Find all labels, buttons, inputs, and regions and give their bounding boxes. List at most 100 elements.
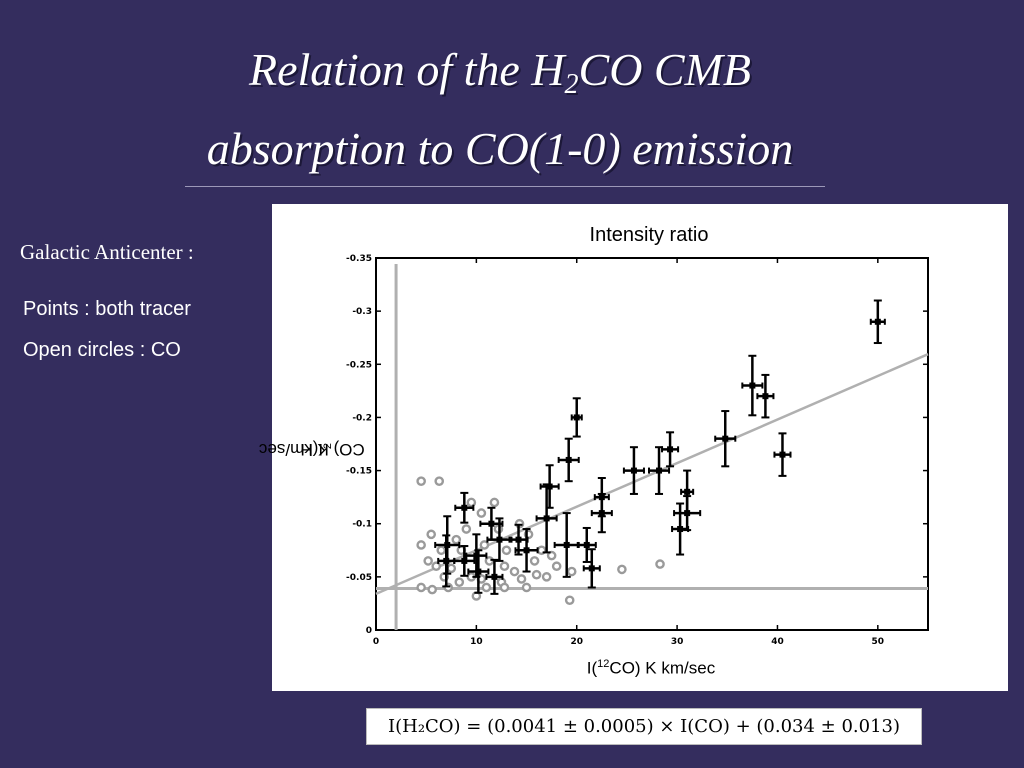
open-circle-point [516,574,527,584]
data-point [454,491,475,524]
x-label-superscript: 12 [597,658,610,670]
data-point [869,299,886,345]
open-circle-point [423,556,433,566]
open-circle-point [427,584,438,595]
data-point [453,545,476,577]
x-label-part: CO) K km/sec [609,658,716,678]
data-point [622,446,645,495]
x-tick-label: 40 [771,637,784,647]
y-tick-label: 0 [366,626,372,636]
point-marker [722,435,729,442]
point-marker [461,504,468,511]
point-marker [543,515,550,522]
y-tick-label: -0.15 [346,467,372,477]
open-circle-point [476,508,487,518]
data-point [514,528,539,573]
open-circle-point [489,497,500,508]
data-point [673,495,702,532]
data-point [467,549,490,594]
y-tick-label: -0.35 [346,254,372,264]
open-circle-point [546,550,557,561]
point-marker [656,467,663,474]
note-open-circles: Open circles : CO [23,339,181,361]
open-circle-point [521,582,532,593]
open-circle-point [431,561,442,572]
point-marker [565,456,572,463]
y-label-part: CO) K km/sec [258,440,365,460]
x-tick-label: 10 [470,637,483,647]
data-point [570,397,583,438]
point-marker [684,488,691,495]
slide-title: Relation of the H2CO CMB absorption to C… [0,38,1000,181]
open-circle-point [509,566,520,577]
y-tick-label: -0.05 [346,573,372,583]
point-marker [573,414,580,421]
open-circle-point [451,534,462,545]
title-divider [185,186,825,187]
open-circle-point [617,564,627,575]
x-label-part: I( [586,658,598,678]
point-marker [475,568,482,575]
data-point [465,533,488,578]
open-circle-point [566,566,577,577]
x-tick-label: 50 [872,637,885,647]
open-circle-point [479,540,490,550]
y-tick-label: -0.25 [346,360,372,370]
open-circle-point [416,582,426,593]
point-marker [461,557,468,564]
slide-title-line1: Relation of the H2CO CMB [0,38,1000,117]
open-circle-point [529,556,540,566]
title-subscript: 2 [564,69,579,100]
data-point [535,483,558,554]
data-point [714,410,737,468]
point-marker [598,510,605,517]
point-marker [677,526,684,533]
open-circle-point [454,577,465,587]
x-tick-label: 0 [373,637,379,647]
data-point [756,373,775,419]
data-point [773,432,792,477]
x-axis-label: I(12CO) K km/sec [476,658,826,679]
data-point [437,534,456,588]
open-circle-point [551,561,562,572]
point-marker [491,573,498,580]
open-circle-point [461,524,472,534]
data-point [741,354,764,417]
title-text-part: Relation of the H [248,44,565,95]
open-circle-point [436,545,447,556]
open-circle-point [655,559,665,569]
open-circle-point [499,561,510,572]
fit-formula-text: I(H₂CO) = (0.0041 ± 0.0005) × I(CO) + (0… [387,716,901,737]
open-circle-point [531,569,542,580]
point-marker [583,541,590,548]
point-marker [563,541,570,548]
y-tick-label: -0.2 [352,413,372,423]
data-point [671,502,690,556]
open-circle-point [501,545,512,556]
open-circle-point [481,582,492,593]
open-circle-point [434,476,445,487]
data-point [661,431,680,468]
point-marker [546,483,553,490]
x-tick-label: 20 [570,637,583,647]
slide-title-line2: absorption to CO(1-0) emission [206,123,794,174]
data-point [485,558,504,595]
data-point [539,464,560,509]
data-point [557,437,580,483]
side-heading: Galactic Anticenter : [20,240,194,264]
data-point [582,548,601,589]
point-marker [667,446,674,453]
fit-formula: I(H₂CO) = (0.0041 ± 0.0005) × I(CO) + (0… [366,708,922,745]
open-circle-point [446,563,457,574]
fit-line [375,353,929,596]
x-tick-label: 30 [671,637,684,647]
open-circle-point [466,497,477,508]
data-point [576,526,597,563]
point-marker [523,547,530,554]
point-marker [588,565,595,572]
title-text-part: CO CMB [578,44,752,95]
open-circle-point [426,529,437,540]
point-marker [874,318,881,325]
point-marker [762,393,769,400]
